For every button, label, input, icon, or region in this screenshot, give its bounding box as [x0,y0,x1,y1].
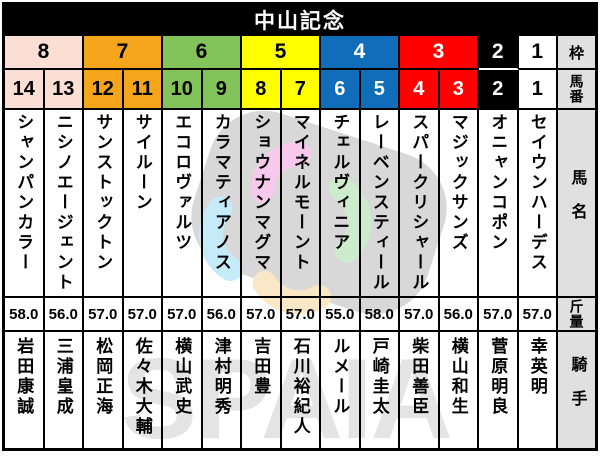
frame-cell-6: 6 [163,36,242,70]
jockey-cell: 柴田善臣 [400,332,440,448]
row-header-umaban: 馬番 [558,70,595,110]
weight-cell: 56.0 [439,298,479,332]
horse-name-cell: スパークリシャール [400,110,440,298]
horse-name-cell: エコロヴァルツ [163,110,203,298]
frame-cell-8: 8 [5,36,84,70]
row-header-horse-name: 馬名 [558,110,595,298]
umaban-cell: 8 [242,70,282,110]
horse-name-cell: ショウナンマグマ [242,110,282,298]
horse-name-cell: オニャンコポン [479,110,519,298]
horse-name-cell: チェルヴィニア [321,110,361,298]
umaban-cell: 7 [281,70,321,110]
horse-name-cell: ニシノエージェント [44,110,84,298]
frame-cell-4: 4 [321,36,400,70]
umaban-cell: 6 [321,70,361,110]
weight-cell: 56.0 [44,298,84,332]
jockey-cell: 横山武史 [163,332,203,448]
race-title: 中山記念 [5,5,595,36]
umaban-cell: 13 [44,70,84,110]
umaban-cell: 11 [123,70,163,110]
horse-name-cell: サンストックトン [84,110,124,298]
umaban-cell: 5 [360,70,400,110]
weight-cell: 55.0 [321,298,361,332]
weight-cell: 57.0 [518,298,558,332]
umaban-cell: 9 [202,70,242,110]
weight-cell: 57.0 [84,298,124,332]
jockey-cell: 菅原明良 [479,332,519,448]
weight-cell: 58.0 [360,298,400,332]
horse-name-cell: マイネルモーント [281,110,321,298]
umaban-cell: 3 [439,70,479,110]
frame-cell-3: 3 [400,36,479,70]
jockey-cell: 横山和生 [440,332,479,448]
jockey-cell: 津村明秀 [203,332,242,448]
jockey-cell: 松岡正海 [84,332,124,448]
jockey-cell: 幸英明 [519,332,558,448]
jockey-cell: 岩田康誠 [5,332,45,448]
umaban-cell: 14 [5,70,45,110]
umaban-cell: 2 [479,70,519,110]
weight-cell: 57.0 [242,298,282,332]
jockey-cell: 三浦皇成 [45,332,84,448]
weight-cell: 56.0 [202,298,242,332]
row-header-weight: 斤量 [558,298,595,332]
jockey-cell: ルメール [321,332,361,448]
horse-name-cell: サイルーン [123,110,163,298]
weight-cell: 57.0 [400,298,440,332]
weight-cell: 58.0 [5,298,45,332]
weight-cell: 57.0 [281,298,321,332]
umaban-cell: 4 [400,70,440,110]
spaia-logo-icon [191,110,447,315]
row-header-jockey: 騎手 [558,332,595,448]
jockey-cell: 戸崎圭太 [361,332,400,448]
frame-cell-5: 5 [242,36,321,70]
jockey-cell: 佐々木大輔 [124,332,163,448]
horse-name-cell: シャンパンカラー [5,110,45,298]
horse-name-cell: カラマティアノス [202,110,242,298]
umaban-cell: 10 [163,70,203,110]
entry-grid: 中山記念 8 7 6 5 4 3 2 1 枠 14 13 12 11 10 9 … [5,5,595,448]
jockey-cell: 石川裕紀人 [282,332,321,448]
weight-cell: 57.0 [479,298,519,332]
umaban-cell: 1 [518,70,558,110]
frame-cell-7: 7 [84,36,163,70]
row-header-frame: 枠 [558,36,595,70]
race-entry-table: SPAIA 中山記念 8 7 6 5 4 3 2 1 枠 14 13 12 11… [2,2,598,451]
horse-name-cell: マジックサンズ [439,110,479,298]
jockey-cell: 吉田豊 [242,332,282,448]
spaia-watermark-text: SPAIA [121,336,453,451]
horse-name-cell: レーベンスティール [360,110,400,298]
horse-name-cell: セイウンハーデス [518,110,558,298]
weight-cell: 57.0 [123,298,163,332]
umaban-cell: 12 [84,70,124,110]
frame-cell-2: 2 [479,36,519,70]
frame-cell-1: 1 [518,36,558,70]
spaia-watermark: SPAIA [5,5,595,448]
weight-cell: 57.0 [163,298,203,332]
